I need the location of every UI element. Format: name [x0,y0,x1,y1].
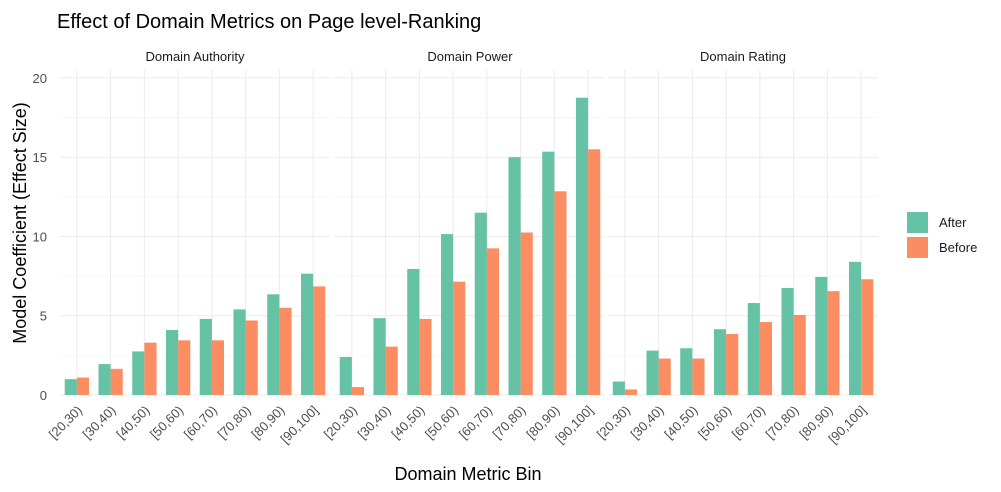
bar-after [440,234,454,395]
facet-label: Domain Authority [146,49,245,64]
bar-before [178,340,191,395]
x-tick-label: [60,70) [181,403,220,442]
bar-before [211,340,225,395]
bar-after [64,379,77,395]
bar-after [407,268,420,395]
bar-after [508,157,521,395]
x-tick-label: [90,100] [552,403,596,447]
bar-before [588,149,601,395]
x-tick-label: [40,50) [388,403,427,442]
legend: After Before [907,212,977,258]
bar-before [279,307,292,395]
bar-before [453,281,466,395]
x-tick-label: [50,60) [422,403,461,442]
bar-before [759,322,773,395]
x-tick-label: [70,80) [489,403,528,442]
y-tick-label: 10 [33,229,47,244]
bar-after [815,276,828,395]
bar-before [144,342,157,395]
facet-label: Domain Power [427,49,513,64]
bar-after [612,381,625,395]
y-axis: 0 5 10 15 20 [33,71,47,403]
x-tick-label: [40,50) [661,403,700,442]
x-tick-label: [90,100] [825,403,869,447]
x-tick-label: [60,70) [456,403,495,442]
y-axis-label: Model Coefficient (Effect Size) [10,102,30,343]
bar-before [351,387,365,395]
bar-after [848,261,862,395]
bar-before [520,232,533,395]
x-tick-label: [50,60) [147,403,186,442]
bar-after [575,97,589,396]
bar-before [692,358,705,395]
bar-after [339,356,352,395]
bar-after [474,212,487,395]
bar-before [385,346,398,395]
bar-before [658,358,671,395]
x-tick-label: [70,80) [762,403,801,442]
bar-before [486,248,500,395]
bar-before [110,368,123,395]
bar-before [245,320,258,395]
x-tick-label: [20,30) [46,403,85,442]
x-tick-label: [20,30) [594,403,633,442]
facet-label: Domain Rating [700,49,786,64]
legend-key-before [907,237,928,258]
bar-after [646,350,659,395]
y-tick-label: 0 [40,388,47,403]
bar-before [624,389,638,395]
x-tick-label: [30,40) [79,403,118,442]
y-tick-label: 5 [40,309,47,324]
facet-panel: Domain Rating [20,30)[30,40)[40,50)[50,60… [594,49,878,446]
bar-after [747,303,760,395]
bar-after [233,309,246,395]
bar-after [98,364,111,395]
bar-after [199,318,212,395]
bar-after [781,287,794,395]
x-tick-label: [40,50) [113,403,152,442]
bar-before [313,286,326,395]
bar-after [132,351,145,395]
legend-label: After [939,215,967,230]
legend-key-after [907,212,928,233]
x-tick-label: [70,80) [214,403,253,442]
bar-after [300,273,314,395]
bar-before [76,377,90,395]
bar-before [419,318,432,395]
x-tick-label: [60,70) [729,403,768,442]
y-tick-label: 15 [33,150,47,165]
bar-after [165,330,179,395]
x-tick-label: [90,100] [277,403,321,447]
bar-before [554,191,567,395]
facet-panel: Domain Authority [20,30)[30,40)[40,50)[50… [46,49,330,446]
bar-after [267,294,280,395]
bar-after [373,318,386,395]
x-tick-label: [50,60) [695,403,734,442]
bar-before [793,314,806,395]
facet-panels: Domain Authority[20,30)[30,40)[40,50)[50… [46,49,878,446]
bar-after [713,329,727,395]
x-axis-label: Domain Metric Bin [394,464,541,484]
x-tick-label: [30,40) [354,403,393,442]
chart-title: Effect of Domain Metrics on Page level-R… [57,11,481,33]
y-tick-label: 20 [33,71,47,86]
x-tick-label: [30,40) [627,403,666,442]
bar-before [726,333,739,395]
bar-after [542,151,555,395]
x-tick-label: [20,30) [321,403,360,442]
legend-label: Before [939,240,977,255]
bar-before [861,279,874,395]
facet-panel: Domain Power [20,30)[30,40)[40,50)[50,60)… [321,49,605,446]
bar-after [680,348,693,395]
bar-before [827,291,840,395]
